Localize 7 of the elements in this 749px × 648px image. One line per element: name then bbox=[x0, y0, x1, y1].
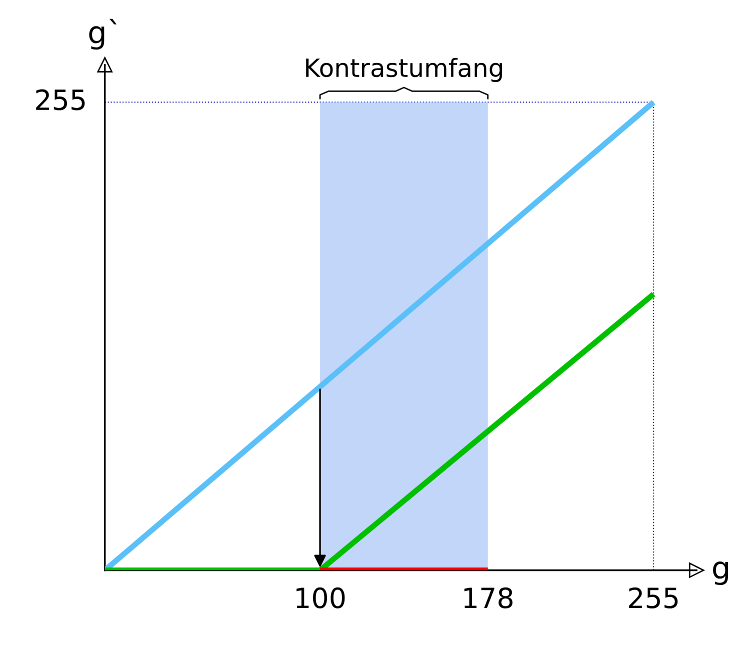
x-tick-label: 255 bbox=[629, 587, 678, 608]
x-tick-label: 178 bbox=[464, 587, 512, 608]
x-tick-label: 100 bbox=[296, 587, 345, 608]
text: 255 bbox=[36, 89, 85, 110]
band-label: Kontrastumfang bbox=[306, 58, 502, 82]
x-axis-title: g bbox=[713, 562, 728, 586]
y-axis-title: g` bbox=[89, 18, 117, 50]
